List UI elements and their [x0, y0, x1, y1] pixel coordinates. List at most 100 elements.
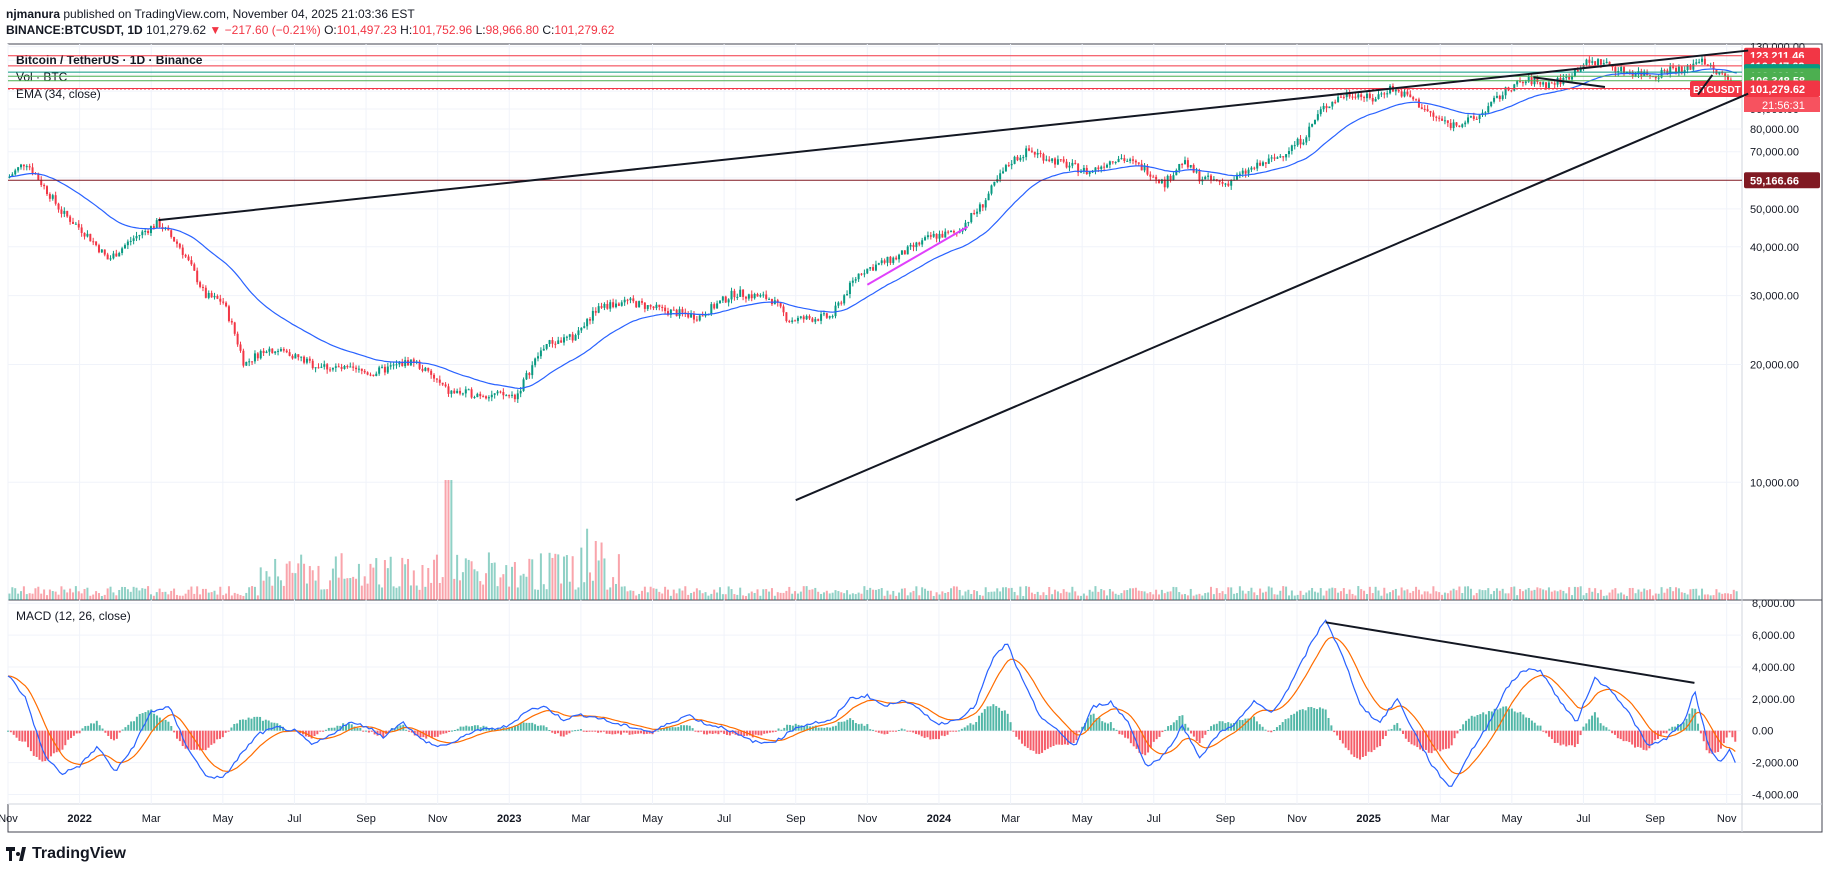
volume-bar — [1106, 595, 1109, 600]
volume-bar — [1585, 593, 1588, 600]
volume-bar — [155, 592, 158, 600]
volume-bar — [805, 586, 808, 600]
macd-histogram-bar — [1247, 718, 1250, 731]
volume-bar — [1282, 586, 1285, 600]
macd-histogram-bar — [92, 723, 95, 731]
candle-body — [1487, 106, 1490, 113]
candle-body — [175, 241, 178, 244]
candle-body — [921, 240, 924, 245]
macd-histogram-bar — [705, 730, 708, 735]
volume-bar — [1273, 594, 1276, 600]
volume-bar — [713, 589, 716, 600]
macd-histogram-bar — [703, 730, 706, 735]
tradingview-logo[interactable]: TradingView — [6, 845, 126, 863]
macd-histogram-bar — [496, 728, 499, 731]
candle-body — [337, 366, 340, 368]
macd-histogram-bar — [751, 730, 754, 738]
candle-body — [1585, 59, 1588, 65]
publisher-name[interactable]: njmanura — [6, 7, 61, 21]
candle-body — [461, 393, 464, 395]
candle-body — [970, 212, 973, 223]
candle-body — [479, 393, 482, 397]
candle-body — [586, 319, 589, 327]
macd-histogram-bar — [1390, 729, 1393, 731]
candle-body — [1158, 179, 1161, 184]
candle-body — [1334, 101, 1337, 103]
volume-bar — [638, 593, 641, 600]
volume-bar — [716, 592, 719, 600]
candle-body — [747, 294, 750, 299]
candle-body — [1160, 179, 1163, 184]
candle-body — [1287, 151, 1290, 155]
candle-body — [872, 267, 875, 271]
volume-bar — [106, 588, 109, 600]
brand-name: TradingView — [32, 845, 126, 862]
macd-histogram-bar — [966, 725, 969, 731]
candle-body — [834, 305, 837, 317]
candle-body — [149, 226, 152, 234]
volume-bar — [1305, 592, 1308, 600]
volume-bar — [1481, 590, 1484, 600]
candle-body — [739, 289, 742, 297]
volume-bar — [516, 587, 519, 600]
candle-body — [334, 366, 337, 368]
macd-histogram-bar — [1235, 721, 1238, 731]
candle-body — [204, 287, 207, 298]
candle-body — [1403, 91, 1406, 97]
volume-bar — [924, 588, 927, 600]
volume-bar — [1140, 591, 1143, 600]
candle-body — [924, 237, 927, 241]
candle-body — [869, 267, 872, 269]
macd-histogram-bar — [591, 730, 594, 732]
candle-body — [1553, 83, 1556, 85]
volume-bar — [1559, 589, 1562, 600]
candle-body — [1143, 166, 1146, 171]
macd-histogram-bar — [1098, 717, 1101, 731]
volume-bar — [620, 586, 623, 600]
time-tick-label: Mar — [1001, 813, 1020, 825]
macd-histogram-bar — [1413, 730, 1416, 746]
candle-body — [565, 336, 568, 338]
macd-histogram-bar — [1522, 714, 1525, 731]
time-tick-label: Jul — [1576, 813, 1590, 825]
volume-bar — [1423, 591, 1426, 600]
candle-body — [1025, 148, 1028, 158]
macd-histogram-bar — [519, 722, 522, 731]
volume-bar — [1651, 595, 1654, 600]
candle-body — [245, 361, 248, 366]
macd-histogram-bar — [1310, 706, 1313, 731]
chart-frame — [7, 43, 1823, 833]
symbol-label: BINANCE:BTCUSDT, 1D — [6, 23, 143, 37]
macd-histogram-bar — [585, 730, 588, 733]
macd-histogram-bar — [814, 725, 817, 731]
candle-body — [984, 200, 987, 208]
volume-bar — [753, 592, 756, 600]
macd-histogram-bar — [1370, 730, 1373, 753]
candle-body — [1672, 66, 1675, 68]
volume-bar — [386, 568, 389, 600]
price-tick-label: 10,000.00 — [1750, 477, 1799, 489]
volume-bar — [1331, 587, 1334, 600]
macd-histogram-bar — [1327, 717, 1330, 731]
volume-bar — [580, 547, 583, 600]
candle-body — [242, 350, 245, 366]
candle-body — [378, 367, 381, 374]
volume-bar — [144, 588, 147, 600]
candle-body — [288, 352, 291, 356]
volume-bar — [765, 589, 768, 600]
candle-body — [444, 384, 447, 387]
volume-bar — [1377, 590, 1380, 600]
macd-histogram-bar — [1631, 730, 1634, 745]
volume-bar — [1732, 589, 1735, 600]
macd-histogram-bar — [345, 724, 348, 731]
candle-body — [600, 306, 603, 308]
candle-body — [1100, 166, 1103, 169]
candle-body — [629, 298, 632, 301]
volume-bar — [730, 589, 733, 600]
macd-histogram-bar — [112, 730, 115, 741]
macd-histogram-bar — [514, 725, 517, 731]
macd-histogram-bar — [1192, 730, 1195, 737]
volume-bar — [513, 562, 516, 600]
candle-body — [1235, 174, 1238, 180]
